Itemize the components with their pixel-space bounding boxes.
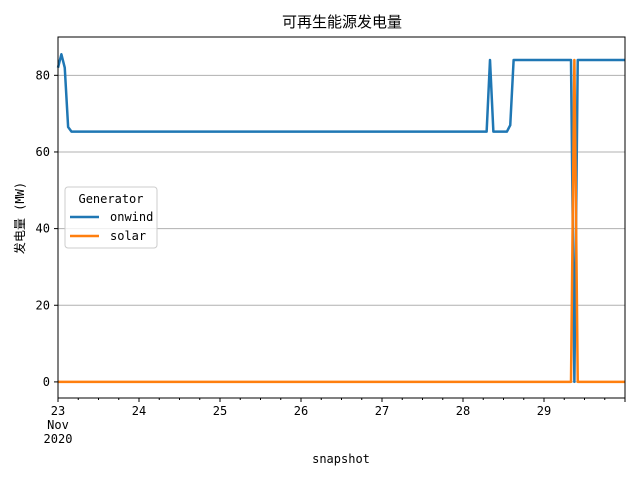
- series-line-solar: [58, 58, 625, 384]
- y-tick-label: 80: [36, 68, 50, 82]
- x-tick-label: 2020: [44, 432, 73, 446]
- y-tick-label: 20: [36, 298, 50, 312]
- x-tick-label: 29: [537, 404, 551, 418]
- legend-box: [64, 186, 158, 249]
- y-tick-label: 60: [36, 145, 50, 159]
- y-axis-label: 发电量 (MW): [12, 182, 27, 254]
- x-tick-label: 28: [456, 404, 470, 418]
- legend-title: Generator: [78, 192, 143, 206]
- y-tick-label: 40: [36, 222, 50, 236]
- x-tick-label: 25: [213, 404, 227, 418]
- x-axis-label: snapshot: [312, 452, 370, 466]
- chart-title: 可再生能源发电量: [282, 13, 402, 31]
- x-tick-label: 23: [51, 404, 65, 418]
- series-layer: [56, 53, 625, 384]
- x-tick-label: Nov: [47, 418, 69, 432]
- y-tick-label: 0: [43, 375, 50, 389]
- legend: Generator onwind solar: [64, 186, 158, 249]
- x-tick-label: 26: [294, 404, 308, 418]
- legend-label-onwind: onwind: [110, 210, 153, 224]
- y-axis: 0 20 40 60 80: [36, 68, 58, 389]
- x-tick-label: 24: [132, 404, 146, 418]
- x-tick-label: 27: [375, 404, 389, 418]
- legend-label-solar: solar: [110, 229, 146, 243]
